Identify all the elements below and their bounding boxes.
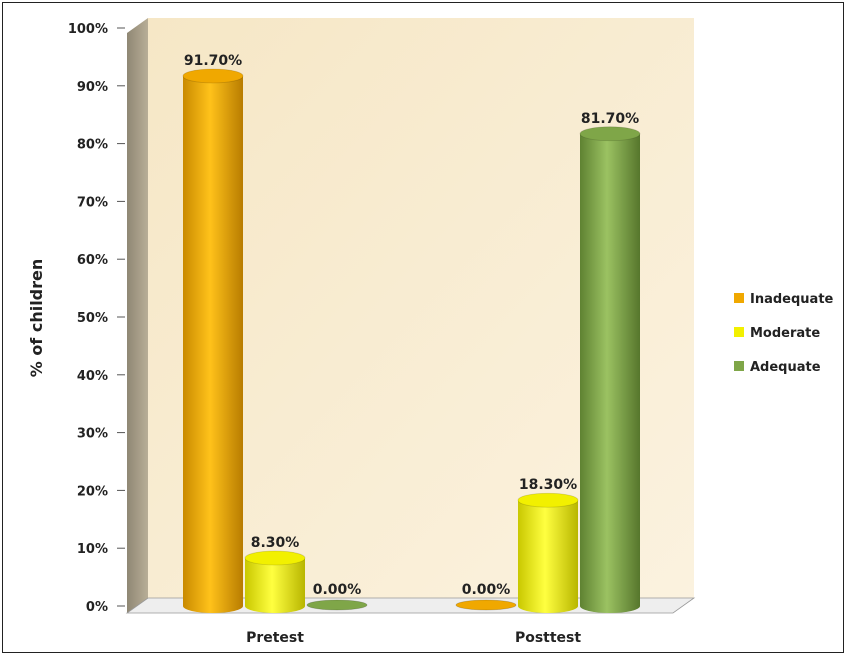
x-category-label: Pretest (246, 630, 304, 646)
x-category-label: Posttest (515, 630, 581, 646)
data-label: 81.70% (581, 111, 639, 127)
y-tick-label: 50% (77, 311, 108, 326)
y-axis-ticks: 0% 10% 20% 30% 40% 50% 60% 70% 80% 90% 100% (68, 22, 125, 615)
y-tick-label: 80% (77, 138, 108, 153)
data-label: 18.30% (519, 477, 577, 493)
bar-body (245, 558, 305, 613)
y-tick-label: 90% (77, 80, 108, 95)
y-tick-label: 10% (77, 542, 108, 557)
x-axis-categories: Pretest Posttest (246, 630, 581, 646)
bar-top (579, 126, 641, 142)
bar-top (455, 599, 517, 611)
legend-label: Inadequate (750, 292, 834, 307)
legend-label: Moderate (750, 326, 820, 341)
bar-series (182, 68, 641, 614)
y-tick-label: 30% (77, 427, 108, 442)
data-label: 0.00% (462, 582, 511, 598)
y-axis-title: % of children (27, 259, 46, 378)
bar-top (517, 492, 579, 508)
bar-adequate-posttest (579, 126, 641, 614)
y-tick-label: 60% (77, 253, 108, 268)
legend-item-adequate: Adequate (734, 360, 821, 375)
bar-inadequate-pretest (182, 68, 244, 613)
data-label: 8.30% (251, 535, 300, 551)
data-label: 91.70% (184, 53, 242, 69)
legend-label: Adequate (750, 360, 821, 375)
legend-swatch (734, 293, 744, 303)
legend-swatch (734, 361, 744, 371)
bar-moderate-posttest (517, 492, 579, 613)
bar-body (580, 133, 640, 614)
bar-top (244, 550, 306, 566)
y-tick-label: 0% (86, 600, 108, 615)
bar-body (518, 500, 578, 613)
side-wall (127, 18, 148, 613)
y-tick-label: 70% (77, 195, 108, 210)
bar-moderate-pretest (244, 550, 306, 613)
data-labels: 91.70% 8.30% 0.00% 0.00% 18.30% 81.70% (184, 53, 639, 598)
legend-swatch (734, 327, 744, 337)
bar-adequate-pretest (306, 599, 368, 611)
legend: Inadequate Moderate Adequate (734, 292, 834, 375)
legend-item-moderate: Moderate (734, 326, 820, 341)
bar-body (183, 75, 243, 613)
legend-item-inadequate: Inadequate (734, 292, 834, 307)
bar-top (306, 599, 368, 611)
y-tick-label: 20% (77, 484, 108, 499)
data-label: 0.00% (313, 582, 362, 598)
y-tick-label: 40% (77, 369, 108, 384)
y-tick-label: 100% (68, 22, 108, 37)
bar-inadequate-posttest (455, 599, 517, 611)
bar-top (182, 68, 244, 84)
